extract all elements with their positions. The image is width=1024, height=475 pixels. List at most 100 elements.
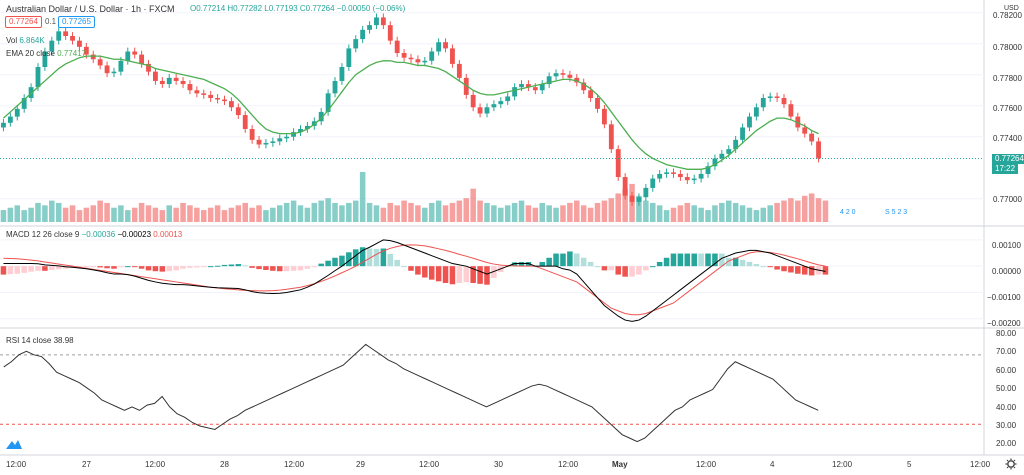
candle-body	[222, 99, 227, 102]
macd-tick: −0.00100	[987, 293, 1021, 302]
macd-legend-label: MACD 12 26 close 9	[6, 230, 80, 239]
candle-body	[774, 96, 780, 98]
event-marker[interactable]: 4 2 0	[840, 209, 856, 216]
macd-histogram-bar	[118, 266, 124, 268]
macd-histogram-bar	[242, 265, 248, 267]
candle-body	[747, 116, 752, 128]
volume-bar	[90, 205, 97, 222]
volume-bar	[484, 202, 490, 222]
rsi-line	[3, 343, 819, 443]
volume-bar	[145, 205, 152, 222]
candle-body	[284, 136, 290, 139]
volume-bar	[725, 200, 732, 222]
candle-body	[125, 51, 131, 61]
candle-body	[208, 94, 214, 98]
price-tick: 0.77800	[993, 74, 1022, 83]
macd-histogram-bar	[580, 257, 587, 267]
volume-bar	[795, 200, 801, 222]
macd-histogram-bar	[774, 266, 780, 270]
macd-histogram-bar	[380, 248, 387, 267]
macd-histogram-bar	[401, 266, 407, 268]
macd-histogram-bar	[801, 266, 808, 275]
volume-bar	[207, 207, 214, 222]
candle-body	[7, 116, 13, 123]
volume-bar	[650, 202, 656, 222]
tradingview-logo-icon[interactable]	[5, 437, 23, 451]
macd-histogram-bar	[470, 266, 476, 283]
volume-bar	[76, 210, 83, 222]
ask-price-button[interactable]: 0.77265	[58, 16, 95, 28]
candle-body	[560, 73, 566, 75]
rsi-tick: 20.00	[996, 439, 1017, 448]
time-label: 12:00	[558, 460, 579, 469]
volume-bar	[546, 205, 552, 222]
candle-body	[767, 96, 773, 98]
candle-body	[339, 67, 345, 81]
volume-bar	[131, 207, 138, 222]
candle-body	[97, 59, 103, 66]
volume-bar	[332, 202, 338, 222]
gear-icon[interactable]	[1005, 458, 1017, 470]
event-marker[interactable]: S 5 2 3	[885, 209, 908, 216]
volume-bar	[387, 202, 394, 222]
candle-body	[173, 77, 179, 81]
volume-bar	[774, 202, 780, 222]
time-label: 12:00	[832, 460, 853, 469]
volume-bar	[69, 205, 76, 222]
volume-bar	[235, 205, 242, 222]
macd-line	[3, 239, 826, 322]
macd-histogram-bar	[104, 266, 110, 269]
macd-histogram-bar	[21, 266, 27, 273]
rsi-tick: 80.00	[996, 329, 1017, 338]
volume-bar	[180, 202, 186, 222]
macd-histogram-bar	[276, 266, 283, 272]
macd-histogram-bar	[263, 266, 269, 270]
macd-histogram-bar	[304, 266, 311, 269]
macd-histogram-bar	[719, 253, 725, 267]
candle-body	[35, 67, 41, 88]
volume-bar	[311, 202, 318, 222]
volume-bar	[608, 198, 615, 222]
volume-bar	[615, 193, 621, 222]
candle-body	[201, 93, 207, 95]
macd-histogram-bar	[366, 248, 373, 267]
volume-bar	[594, 202, 601, 222]
candle-body	[14, 108, 20, 117]
volume-bar	[352, 200, 359, 222]
macd-histogram-bar	[732, 257, 739, 267]
candle-body	[498, 101, 504, 105]
candle-body	[394, 40, 400, 54]
candle-body	[470, 94, 476, 108]
candle-body	[249, 129, 255, 140]
candle-body	[581, 82, 587, 91]
time-label: 27	[82, 460, 91, 469]
candle-body	[733, 139, 739, 150]
volume-bar	[663, 210, 670, 222]
volume-bar	[21, 210, 27, 222]
candle-body	[677, 173, 683, 178]
candle-body	[608, 124, 614, 150]
bid-price-button[interactable]: 0.77264	[5, 16, 42, 28]
macd-histogram-bar	[235, 264, 242, 267]
candle-body	[146, 63, 151, 72]
candle-body	[636, 197, 642, 202]
candle-body	[691, 178, 697, 181]
volume-bar	[435, 200, 442, 222]
volume-bar	[290, 200, 297, 222]
candle-body	[629, 195, 635, 202]
volume-bar	[228, 207, 235, 222]
volume-bar	[767, 205, 773, 222]
candle-body	[353, 39, 359, 49]
volume-bar	[532, 207, 539, 222]
time-label: 30	[494, 460, 503, 469]
volume-bar	[380, 207, 387, 222]
candle-body	[242, 115, 248, 129]
candle-body	[83, 46, 89, 55]
candle-body	[159, 80, 165, 85]
candle-body	[77, 40, 82, 47]
candle-body	[304, 125, 310, 129]
macd-histogram-bar	[656, 261, 663, 267]
candle-body	[90, 54, 96, 60]
volume-bar	[276, 205, 283, 222]
candle-body	[615, 149, 621, 178]
